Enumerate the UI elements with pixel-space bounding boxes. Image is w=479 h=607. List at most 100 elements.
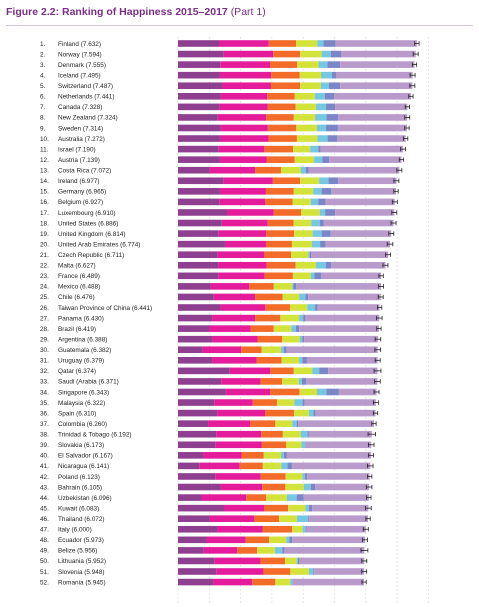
bar-row bbox=[178, 430, 376, 438]
bar-segment-gdp bbox=[178, 261, 219, 269]
bar-row bbox=[178, 272, 384, 280]
country-label: Malaysia (6.322) bbox=[58, 400, 105, 407]
bar-segment-gdp bbox=[178, 547, 204, 554]
bar-segment-dystopia_residual bbox=[340, 82, 413, 90]
bar-segment-life_expectancy bbox=[266, 261, 296, 269]
bar-row bbox=[178, 135, 409, 142]
bar-segment-dystopia_residual bbox=[338, 114, 408, 121]
bar-segment-generosity bbox=[316, 388, 327, 396]
country-label: Italy (6.000) bbox=[58, 527, 92, 534]
bar-segment-life_expectancy bbox=[264, 145, 294, 153]
bar-segment-corruption bbox=[282, 547, 285, 554]
bar-segment-gdp bbox=[178, 346, 203, 354]
bar-row bbox=[178, 325, 382, 332]
bar-segment-gdp bbox=[178, 103, 220, 111]
bar-segment-life_expectancy bbox=[256, 357, 282, 364]
error-bar bbox=[414, 41, 420, 46]
bar-segment-life_expectancy bbox=[266, 230, 295, 237]
bar-segment-gdp bbox=[178, 314, 213, 322]
bar-segment-freedom bbox=[266, 494, 287, 501]
country-label: Luxembourg (6.910) bbox=[58, 210, 116, 217]
bar-segment-life_expectancy bbox=[257, 335, 283, 343]
bar-segment-generosity bbox=[300, 166, 306, 174]
rank-label: 49. bbox=[40, 548, 49, 555]
bar-segment-life_expectancy bbox=[262, 525, 293, 533]
bar-segment-corruption bbox=[318, 198, 326, 206]
bar-segment-corruption bbox=[302, 357, 307, 364]
bar-segment-life_expectancy bbox=[260, 557, 286, 565]
bar-segment-life_expectancy bbox=[241, 346, 262, 354]
rank-label: 13. bbox=[40, 168, 49, 175]
bar-row bbox=[178, 525, 369, 533]
error-bar bbox=[409, 72, 416, 78]
rank-label: 36. bbox=[40, 410, 49, 417]
bar-segment-gdp bbox=[178, 283, 211, 290]
error-bar bbox=[365, 516, 371, 521]
bar-row bbox=[178, 547, 369, 554]
country-label: Netherlands (7.441) bbox=[58, 94, 114, 101]
bar-row bbox=[178, 219, 397, 227]
bar-segment-freedom bbox=[292, 272, 311, 280]
bar-row bbox=[178, 82, 416, 90]
bar-segment-social_support bbox=[221, 219, 268, 227]
bar-row bbox=[178, 568, 368, 575]
error-bar bbox=[376, 326, 382, 331]
bar-segment-generosity bbox=[310, 198, 319, 206]
bar-segment-dystopia_residual bbox=[340, 61, 415, 68]
bar-segment-corruption bbox=[304, 473, 308, 480]
bar-row bbox=[178, 293, 384, 301]
bar-segment-freedom bbox=[291, 240, 312, 248]
bar-segment-dystopia_residual bbox=[292, 536, 365, 544]
bar-segment-social_support bbox=[209, 166, 256, 174]
bar-row bbox=[178, 61, 418, 68]
bar-segment-life_expectancy bbox=[252, 578, 276, 586]
bar-segment-corruption bbox=[326, 124, 338, 132]
country-label: Iceland (7.495) bbox=[58, 72, 101, 79]
error-bar bbox=[367, 442, 375, 447]
bar-segment-gdp bbox=[178, 166, 210, 174]
rank-label: 46. bbox=[40, 516, 49, 523]
bar-segment-corruption bbox=[289, 536, 293, 544]
bar-segment-life_expectancy bbox=[250, 325, 274, 332]
bar-segment-freedom bbox=[285, 557, 297, 565]
bar-segment-gdp bbox=[178, 219, 222, 227]
bar-segment-corruption bbox=[326, 388, 339, 396]
error-bar bbox=[373, 368, 382, 374]
bar-segment-corruption bbox=[287, 462, 292, 470]
rank-label: 10. bbox=[40, 136, 49, 143]
bar-segment-social_support bbox=[215, 441, 262, 449]
bar-segment-social_support bbox=[223, 177, 273, 185]
bar-segment-freedom bbox=[257, 547, 276, 554]
error-bar bbox=[385, 252, 391, 257]
bar-segment-freedom bbox=[282, 430, 301, 438]
bar-row bbox=[178, 388, 380, 396]
bar-segment-generosity bbox=[296, 557, 298, 565]
bar-segment-life_expectancy bbox=[271, 71, 300, 79]
bar-segment-freedom bbox=[294, 156, 315, 163]
bar-segment-social_support bbox=[219, 135, 269, 142]
error-bar bbox=[411, 62, 418, 67]
bar-segment-gdp bbox=[178, 325, 209, 332]
bar-segment-gdp bbox=[178, 504, 225, 512]
error-bar bbox=[378, 284, 384, 289]
bar-segment-social_support bbox=[218, 272, 265, 280]
bar-segment-freedom bbox=[282, 293, 300, 301]
country-label: Belgium (6.927) bbox=[58, 199, 103, 206]
bar-segment-dystopia_residual bbox=[306, 378, 378, 385]
error-bar bbox=[393, 189, 399, 194]
bar-segment-freedom bbox=[294, 409, 309, 417]
country-label: Poland (6.123) bbox=[58, 474, 100, 481]
rank-label: 5. bbox=[40, 83, 46, 90]
bar-segment-generosity bbox=[298, 378, 302, 385]
error-bar bbox=[362, 527, 369, 532]
bar-row bbox=[178, 93, 414, 100]
country-label: Nicaragua (6.141) bbox=[58, 463, 109, 470]
country-label: Slovakia (6.173) bbox=[58, 442, 104, 449]
bar-row bbox=[178, 50, 419, 58]
bar-segment-social_support bbox=[223, 50, 274, 58]
bar-segment-generosity bbox=[314, 156, 323, 163]
bar-segment-social_support bbox=[214, 399, 253, 406]
bar-segment-dystopia_residual bbox=[291, 462, 371, 470]
bar-segment-generosity bbox=[319, 209, 326, 216]
bar-segment-dystopia_residual bbox=[330, 230, 392, 237]
